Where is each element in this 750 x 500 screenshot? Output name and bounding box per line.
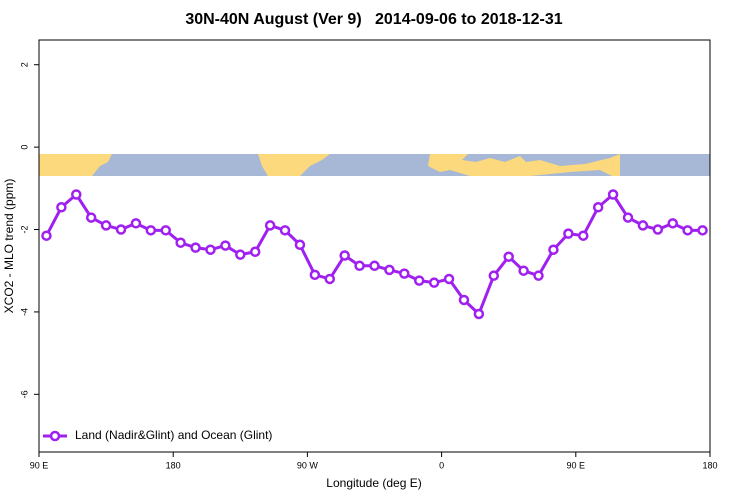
point — [428, 277, 440, 288]
x-tick-label: 90 E — [567, 460, 586, 470]
point — [175, 237, 186, 248]
point — [413, 275, 425, 286]
point — [652, 224, 664, 235]
point — [85, 212, 97, 223]
point — [533, 270, 544, 281]
point — [384, 264, 395, 276]
point — [488, 270, 500, 281]
legend-label: Land (Nadir&Glint) and Ocean (Glint) — [75, 428, 272, 442]
point — [294, 239, 306, 251]
point — [682, 225, 693, 236]
point — [130, 218, 142, 229]
x-tick-label: 180 — [702, 460, 717, 470]
point — [115, 224, 127, 235]
point — [235, 249, 246, 260]
point — [220, 240, 231, 251]
point — [56, 202, 67, 213]
point — [354, 260, 365, 272]
point — [324, 273, 336, 285]
point — [100, 220, 112, 231]
series-line — [45, 193, 703, 316]
point — [622, 212, 634, 223]
point — [578, 230, 589, 241]
x-tick-label: 90 E — [30, 460, 49, 470]
y-tick-label: -2 — [19, 226, 29, 234]
x-tick-label: 90 W — [297, 460, 319, 470]
point — [249, 246, 261, 258]
chart-title: 30N-40N August (Ver 9) 2014-09-06 to 201… — [185, 11, 562, 28]
point — [309, 269, 321, 281]
point — [145, 225, 157, 236]
point — [71, 189, 82, 200]
x-tick-label: 180 — [166, 460, 181, 470]
map-strip — [39, 154, 710, 176]
point — [548, 244, 559, 255]
point — [279, 225, 291, 236]
point — [637, 220, 649, 231]
point — [160, 225, 171, 236]
y-tick-label: -4 — [19, 308, 29, 316]
point — [563, 228, 574, 239]
point — [458, 294, 470, 306]
y-axis-label: XCO2 - MLO trend (ppm) — [2, 179, 16, 314]
x-tick-label: 0 — [439, 460, 444, 470]
point — [592, 202, 604, 213]
point — [518, 265, 529, 276]
point — [443, 273, 455, 285]
point — [697, 225, 708, 236]
y-tick-label: -6 — [19, 390, 29, 398]
y-tick-label: 2 — [19, 62, 29, 67]
point — [473, 308, 485, 320]
point — [339, 250, 350, 261]
point — [205, 244, 216, 255]
point — [41, 230, 52, 241]
point — [667, 218, 678, 229]
point — [369, 260, 380, 272]
legend-marker — [49, 430, 61, 442]
point — [190, 242, 201, 253]
y-tick-label: 0 — [19, 145, 29, 150]
plot-frame — [38, 39, 711, 453]
point — [503, 251, 514, 262]
point — [399, 268, 410, 279]
point — [264, 220, 276, 231]
point — [607, 189, 619, 200]
x-axis-label: Longitude (deg E) — [326, 476, 421, 490]
